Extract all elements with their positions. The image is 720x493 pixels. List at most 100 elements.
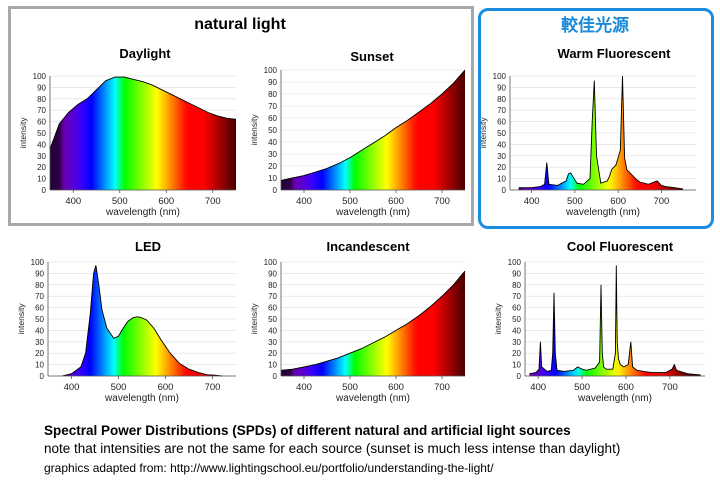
x-tick-label: 500 xyxy=(111,382,127,393)
x-tick-label: 700 xyxy=(434,382,450,393)
x-tick-label: 500 xyxy=(112,196,128,207)
y-tick-label: 0 xyxy=(502,186,507,195)
chart-title: Warm Fluorescent xyxy=(558,46,672,61)
y-axis-label: intensity xyxy=(478,117,488,149)
x-tick-label: 600 xyxy=(388,196,404,207)
y-tick-label: 70 xyxy=(268,292,277,301)
y-axis-label: intensity xyxy=(16,303,26,335)
x-tick-label: 600 xyxy=(618,382,634,393)
y-tick-label: 10 xyxy=(37,175,46,184)
y-tick-label: 50 xyxy=(37,129,46,138)
y-tick-label: 80 xyxy=(35,281,44,290)
y-tick-label: 40 xyxy=(497,140,506,149)
y-tick-label: 80 xyxy=(268,90,277,99)
spd-line xyxy=(61,265,222,377)
x-tick-label: 700 xyxy=(653,196,669,207)
y-tick-label: 10 xyxy=(497,175,506,184)
y-tick-label: 0 xyxy=(40,372,45,381)
y-axis-label: intensity xyxy=(493,303,503,335)
y-tick-label: 80 xyxy=(37,95,46,104)
x-tick-label: 600 xyxy=(388,382,404,393)
y-tick-label: 50 xyxy=(268,315,277,324)
x-tick-label: 700 xyxy=(205,196,221,207)
y-tick-label: 80 xyxy=(268,281,277,290)
x-tick-label: 700 xyxy=(434,196,450,207)
y-tick-label: 90 xyxy=(512,269,521,278)
x-axis-label: wavelength (nm) xyxy=(335,393,410,404)
y-axis-label: intensity xyxy=(18,117,28,149)
chart-1: 0 10 20 30 40 50 60 70 80 90 100 400 500 600 700 wavele… xyxy=(249,49,466,218)
x-tick-label: 500 xyxy=(342,382,358,393)
y-tick-label: 70 xyxy=(497,106,506,115)
spd-area xyxy=(62,265,222,376)
caption-note: note that intensities are not the same f… xyxy=(44,441,621,456)
x-tick-label: 700 xyxy=(205,382,221,393)
y-tick-label: 0 xyxy=(273,186,278,195)
y-tick-label: 20 xyxy=(497,163,506,172)
y-tick-label: 30 xyxy=(268,338,277,347)
highlight-group xyxy=(478,8,714,229)
spd-area xyxy=(281,271,465,376)
y-tick-label: 90 xyxy=(35,269,44,278)
y-tick-label: 100 xyxy=(508,258,522,267)
natural-light-group xyxy=(8,6,474,226)
x-axis-label: wavelength (nm) xyxy=(105,207,180,218)
y-tick-label: 20 xyxy=(35,349,44,358)
y-tick-label: 100 xyxy=(264,66,278,75)
y-tick-label: 30 xyxy=(268,150,277,159)
y-tick-label: 60 xyxy=(512,304,521,313)
x-tick-label: 400 xyxy=(296,382,312,393)
y-tick-label: 70 xyxy=(37,106,46,115)
x-tick-label: 400 xyxy=(65,196,81,207)
y-tick-label: 20 xyxy=(268,162,277,171)
x-tick-label: 500 xyxy=(574,382,590,393)
y-tick-label: 10 xyxy=(268,361,277,370)
spd-area xyxy=(529,265,701,376)
spd-area xyxy=(281,70,465,190)
y-tick-label: 30 xyxy=(37,152,46,161)
x-tick-label: 400 xyxy=(296,196,312,207)
x-tick-label: 600 xyxy=(158,196,174,207)
x-axis-label: wavelength (nm) xyxy=(577,393,652,404)
y-tick-label: 90 xyxy=(268,269,277,278)
x-tick-label: 500 xyxy=(567,196,583,207)
y-tick-label: 100 xyxy=(493,72,507,81)
y-tick-label: 70 xyxy=(35,292,44,301)
y-tick-label: 50 xyxy=(497,129,506,138)
chart-title: Sunset xyxy=(350,49,394,64)
y-tick-label: 40 xyxy=(512,326,521,335)
y-tick-label: 70 xyxy=(268,102,277,111)
y-tick-label: 90 xyxy=(268,78,277,87)
y-tick-label: 40 xyxy=(268,326,277,335)
x-axis-label: wavelength (nm) xyxy=(565,207,640,218)
y-tick-label: 30 xyxy=(497,152,506,161)
chart-title: Daylight xyxy=(119,46,171,61)
chart-5: 0 10 20 30 40 50 60 70 80 90 100 400 500 600 700 wavele… xyxy=(493,239,705,404)
y-tick-label: 20 xyxy=(268,349,277,358)
y-tick-label: 40 xyxy=(268,138,277,147)
y-tick-label: 30 xyxy=(512,338,521,347)
x-tick-label: 400 xyxy=(64,382,80,393)
y-tick-label: 20 xyxy=(37,163,46,172)
y-tick-label: 100 xyxy=(31,258,45,267)
y-axis-label: intensity xyxy=(249,303,259,335)
y-tick-label: 0 xyxy=(273,372,278,381)
y-tick-label: 40 xyxy=(35,326,44,335)
chart-title: Incandescent xyxy=(326,239,410,254)
chart-title: Cool Fluorescent xyxy=(567,239,674,254)
y-tick-label: 50 xyxy=(268,126,277,135)
caption-source: graphics adapted from: http://www.lighti… xyxy=(44,461,494,475)
spd-line xyxy=(280,270,466,371)
y-tick-label: 100 xyxy=(33,72,47,81)
x-axis-label: wavelength (nm) xyxy=(104,393,179,404)
y-tick-label: 20 xyxy=(512,349,521,358)
y-tick-label: 50 xyxy=(35,315,44,324)
y-tick-label: 90 xyxy=(497,83,506,92)
y-tick-label: 60 xyxy=(37,118,46,127)
y-tick-label: 0 xyxy=(42,186,47,195)
y-tick-label: 10 xyxy=(512,361,521,370)
caption-title: Spectral Power Distributions (SPDs) of d… xyxy=(44,423,571,438)
natural-light-title: natural light xyxy=(194,16,286,33)
y-tick-label: 90 xyxy=(37,83,46,92)
